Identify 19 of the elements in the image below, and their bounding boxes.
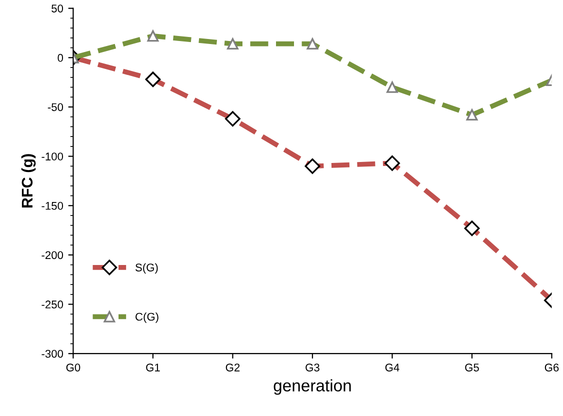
x-tick-label: G4 — [385, 364, 400, 372]
y-tick-label: -100 — [42, 152, 64, 160]
y-tick-label: 50 — [52, 4, 64, 12]
legend-label: C(G) — [136, 312, 158, 323]
y-axis-title: RFC (g) — [21, 154, 36, 208]
x-tick-label: G6 — [544, 364, 559, 372]
y-tick-label: -250 — [42, 300, 64, 308]
x-tick-label: G1 — [146, 364, 160, 372]
y-tick-label: -200 — [42, 251, 64, 260]
legend-label: S(G) — [135, 263, 158, 274]
x-tick-label: G5 — [465, 364, 479, 372]
y-tick-label: -50 — [48, 103, 64, 112]
y-tick-label: -150 — [42, 202, 64, 210]
x-tick-label: G2 — [226, 364, 240, 372]
x-tick-label: G3 — [306, 364, 320, 372]
y-tick-label: -300 — [42, 350, 64, 358]
y-tick-label: 0 — [58, 54, 64, 62]
x-tick-label: G0 — [66, 364, 80, 372]
x-axis-title: generation — [274, 379, 351, 395]
